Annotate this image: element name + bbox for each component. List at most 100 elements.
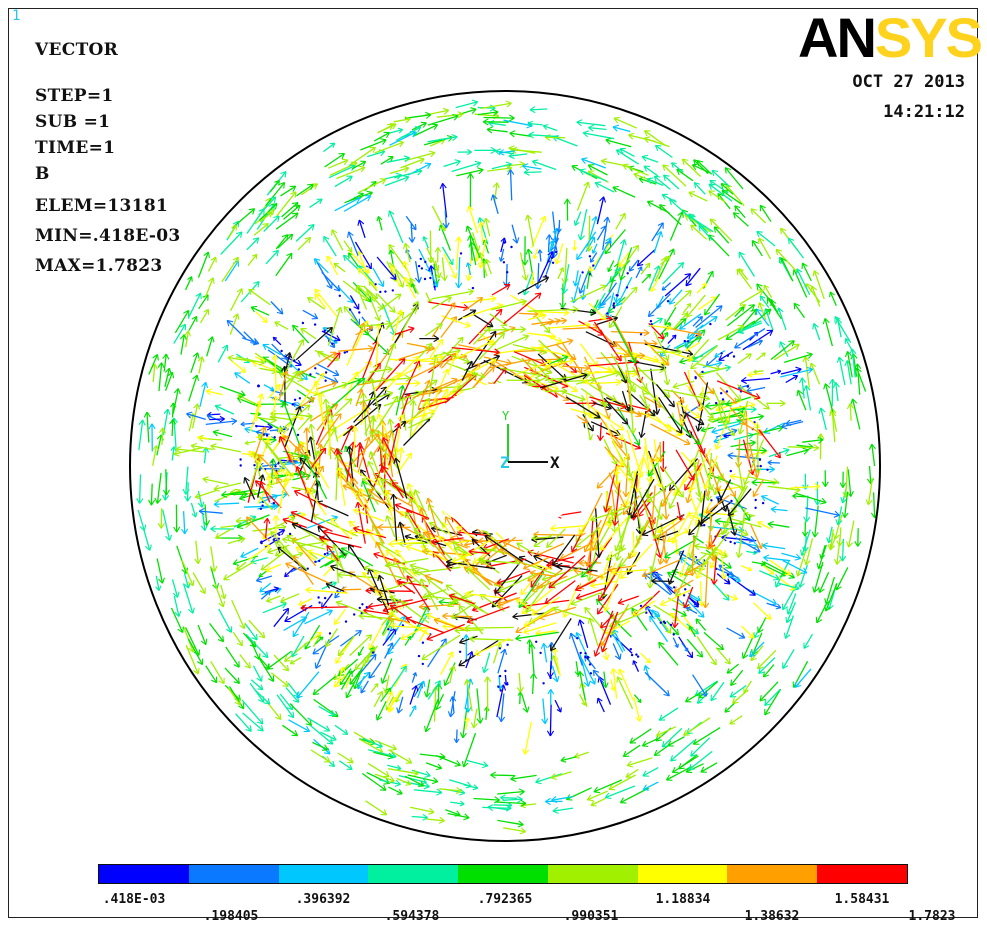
field-vector-head bbox=[466, 781, 472, 787]
field-vector bbox=[688, 595, 700, 602]
field-vector-head bbox=[273, 215, 280, 219]
field-vector-head bbox=[375, 714, 378, 721]
field-vector bbox=[229, 288, 243, 312]
field-vector-head bbox=[292, 537, 299, 541]
field-vector bbox=[690, 737, 711, 757]
field-vector-head bbox=[333, 263, 337, 269]
field-vector-head bbox=[685, 607, 689, 612]
field-vector bbox=[300, 327, 317, 340]
field-vector-head bbox=[837, 520, 843, 526]
field-vector-head bbox=[188, 647, 194, 653]
field-vector bbox=[411, 122, 427, 131]
field-vector bbox=[801, 529, 811, 556]
field-vector-head bbox=[645, 262, 650, 266]
field-vector-head bbox=[266, 544, 271, 551]
field-vector-head bbox=[509, 325, 516, 329]
field-vector-head bbox=[442, 388, 449, 393]
field-vector-head bbox=[733, 594, 738, 600]
field-vector-head bbox=[758, 667, 761, 674]
field-vector bbox=[431, 205, 446, 231]
field-dot bbox=[391, 289, 394, 292]
field-vector-head bbox=[471, 99, 478, 103]
field-vector bbox=[239, 654, 251, 669]
field-vector-head bbox=[389, 310, 396, 313]
field-vector-head bbox=[436, 792, 443, 796]
field-vector bbox=[763, 664, 775, 678]
field-vector-head bbox=[316, 351, 321, 358]
field-vector-head bbox=[161, 577, 165, 584]
field-vector-head bbox=[730, 679, 733, 686]
field-vector bbox=[531, 215, 546, 248]
field-vector-head bbox=[591, 399, 597, 404]
field-vector bbox=[349, 670, 361, 685]
field-vector-head bbox=[357, 685, 363, 690]
field-vector-head bbox=[279, 713, 282, 720]
field-vector-head bbox=[824, 598, 827, 605]
field-vector bbox=[723, 484, 746, 528]
field-vector-head bbox=[654, 754, 661, 757]
field-vector-head bbox=[390, 625, 397, 630]
field-vector bbox=[300, 541, 327, 547]
field-vector-head bbox=[331, 709, 336, 716]
field-dot bbox=[726, 573, 730, 576]
field-vector-head bbox=[274, 203, 278, 210]
field-vector-head bbox=[669, 627, 672, 634]
field-vector bbox=[671, 162, 684, 173]
field-vector-head bbox=[347, 249, 353, 253]
field-vector bbox=[304, 609, 333, 625]
field-vector bbox=[187, 292, 202, 319]
field-vector bbox=[411, 283, 417, 294]
field-vector bbox=[750, 208, 767, 224]
field-vector bbox=[265, 563, 282, 572]
field-vector-head bbox=[717, 192, 724, 197]
field-vector-head bbox=[748, 566, 753, 571]
field-vector-head bbox=[282, 538, 287, 544]
field-vector-head bbox=[158, 427, 164, 434]
field-vector-head bbox=[763, 407, 770, 410]
field-vector bbox=[312, 675, 337, 696]
field-vector bbox=[185, 330, 190, 348]
field-vector bbox=[480, 536, 517, 566]
field-vector-head bbox=[766, 403, 770, 410]
field-vector-head bbox=[775, 573, 780, 580]
field-vector-head bbox=[544, 718, 549, 725]
field-vector-head bbox=[559, 553, 564, 560]
field-vector-head bbox=[600, 225, 606, 230]
field-vector bbox=[696, 362, 721, 371]
field-vector bbox=[700, 551, 718, 557]
field-vector-head bbox=[412, 300, 419, 305]
field-vector-head bbox=[801, 262, 804, 270]
field-vector-head bbox=[756, 283, 763, 287]
field-vector bbox=[483, 652, 491, 673]
field-vector-head bbox=[288, 512, 293, 517]
field-vector-head bbox=[769, 468, 775, 473]
field-vector-head bbox=[252, 361, 257, 368]
field-vector bbox=[693, 727, 721, 745]
field-vector-head bbox=[686, 771, 693, 774]
field-vector bbox=[782, 559, 808, 574]
field-vector-head bbox=[656, 730, 661, 737]
field-vector bbox=[646, 178, 664, 187]
field-vector-head bbox=[258, 433, 265, 437]
field-vector-head bbox=[510, 774, 516, 780]
field-vector-head bbox=[614, 545, 617, 552]
field-vector-head bbox=[269, 212, 273, 218]
field-vector-head bbox=[296, 692, 299, 699]
field-vector-head bbox=[752, 589, 756, 596]
field-vector-head bbox=[347, 231, 350, 238]
field-vector-head bbox=[317, 526, 320, 533]
field-vector-head bbox=[266, 211, 273, 214]
field-vector bbox=[351, 160, 367, 170]
field-dot bbox=[555, 250, 558, 254]
field-vector-head bbox=[576, 121, 582, 127]
field-vector bbox=[782, 581, 799, 611]
field-vector-head bbox=[331, 229, 338, 234]
field-dot bbox=[649, 320, 653, 323]
field-vector-head bbox=[314, 289, 317, 296]
field-vector bbox=[801, 262, 812, 282]
field-vector bbox=[553, 647, 561, 677]
field-vector-head bbox=[768, 613, 772, 620]
field-vector-head bbox=[270, 502, 277, 507]
field-vector-head bbox=[544, 597, 548, 604]
field-vector bbox=[466, 759, 488, 767]
